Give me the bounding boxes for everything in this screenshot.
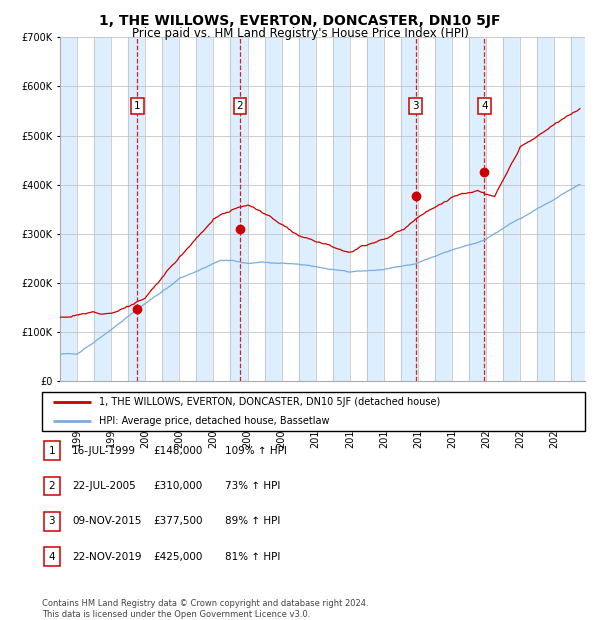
Text: 2002: 2002: [175, 423, 184, 448]
Bar: [537, 37, 554, 381]
Text: 22-JUL-2005: 22-JUL-2005: [72, 481, 136, 491]
Bar: [520, 37, 537, 381]
Text: 73% ↑ HPI: 73% ↑ HPI: [225, 481, 280, 491]
Bar: [503, 37, 520, 381]
Bar: [94, 37, 111, 381]
Bar: [435, 37, 452, 381]
Bar: [469, 37, 486, 381]
Text: 89% ↑ HPI: 89% ↑ HPI: [225, 516, 280, 526]
Text: 3: 3: [49, 516, 55, 526]
Text: Contains HM Land Registry data © Crown copyright and database right 2024.
This d: Contains HM Land Registry data © Crown c…: [42, 600, 368, 619]
Text: 1995: 1995: [55, 406, 65, 431]
Text: 2020: 2020: [481, 423, 491, 448]
Text: 1997: 1997: [89, 406, 99, 431]
Text: 81% ↑ HPI: 81% ↑ HPI: [225, 552, 280, 562]
Bar: [384, 37, 401, 381]
Text: 2024: 2024: [550, 423, 559, 448]
Text: 2012: 2012: [345, 423, 355, 448]
Text: 2018: 2018: [447, 423, 457, 448]
Text: 2004: 2004: [208, 423, 218, 448]
Bar: [77, 37, 94, 381]
Text: 2006: 2006: [242, 423, 253, 448]
Bar: [571, 37, 585, 381]
Bar: [44, 547, 60, 566]
Text: 2013: 2013: [362, 406, 372, 431]
Bar: [230, 37, 247, 381]
Text: 2021: 2021: [498, 406, 508, 431]
Bar: [350, 37, 367, 381]
Bar: [128, 37, 145, 381]
Bar: [316, 37, 333, 381]
Text: 3: 3: [412, 101, 419, 111]
Text: 1: 1: [134, 101, 140, 111]
Text: 2: 2: [236, 101, 243, 111]
Bar: [281, 37, 299, 381]
Text: 2: 2: [49, 481, 55, 491]
Bar: [418, 37, 435, 381]
Text: 1999: 1999: [123, 406, 133, 431]
Text: 1, THE WILLOWS, EVERTON, DONCASTER, DN10 5JF: 1, THE WILLOWS, EVERTON, DONCASTER, DN10…: [99, 14, 501, 28]
Text: 2000: 2000: [140, 423, 150, 448]
Bar: [60, 37, 77, 381]
Text: 2008: 2008: [277, 423, 287, 448]
Text: 16-JUL-1999: 16-JUL-1999: [72, 446, 136, 456]
Bar: [111, 37, 128, 381]
Text: 2019: 2019: [464, 406, 474, 431]
Bar: [554, 37, 571, 381]
Text: 1998: 1998: [106, 423, 116, 448]
Text: £377,500: £377,500: [153, 516, 203, 526]
Text: £310,000: £310,000: [153, 481, 202, 491]
Text: £425,000: £425,000: [153, 552, 202, 562]
Text: 09-NOV-2015: 09-NOV-2015: [72, 516, 142, 526]
Text: 22-NOV-2019: 22-NOV-2019: [72, 552, 142, 562]
Bar: [44, 512, 60, 531]
Bar: [299, 37, 316, 381]
Bar: [452, 37, 469, 381]
Text: 109% ↑ HPI: 109% ↑ HPI: [225, 446, 287, 456]
Text: 1996: 1996: [72, 423, 82, 448]
Text: 1, THE WILLOWS, EVERTON, DONCASTER, DN10 5JF (detached house): 1, THE WILLOWS, EVERTON, DONCASTER, DN10…: [99, 397, 440, 407]
Bar: [333, 37, 350, 381]
Text: 2025: 2025: [566, 406, 577, 431]
Text: HPI: Average price, detached house, Bassetlaw: HPI: Average price, detached house, Bass…: [99, 416, 329, 427]
Bar: [44, 477, 60, 495]
Text: 2016: 2016: [413, 423, 423, 448]
Text: 4: 4: [481, 101, 488, 111]
Text: 2003: 2003: [191, 406, 202, 431]
Text: 2014: 2014: [379, 423, 389, 448]
Bar: [145, 37, 162, 381]
Bar: [162, 37, 179, 381]
Text: 2022: 2022: [515, 423, 525, 448]
Text: 2017: 2017: [430, 406, 440, 431]
Bar: [44, 441, 60, 460]
Text: 2011: 2011: [328, 406, 338, 431]
Text: 1: 1: [49, 446, 55, 456]
Bar: [214, 37, 230, 381]
Text: 2007: 2007: [260, 406, 269, 431]
Bar: [571, 37, 585, 381]
Bar: [486, 37, 503, 381]
Text: 2001: 2001: [157, 406, 167, 431]
Bar: [401, 37, 418, 381]
Text: 2023: 2023: [532, 406, 542, 431]
Text: Price paid vs. HM Land Registry's House Price Index (HPI): Price paid vs. HM Land Registry's House …: [131, 27, 469, 40]
Bar: [367, 37, 384, 381]
Text: 2005: 2005: [226, 406, 235, 431]
Bar: [248, 37, 265, 381]
Text: 2015: 2015: [396, 406, 406, 431]
Bar: [196, 37, 214, 381]
Bar: [265, 37, 281, 381]
Text: 2010: 2010: [311, 423, 320, 448]
Bar: [179, 37, 196, 381]
Text: 4: 4: [49, 552, 55, 562]
Text: £148,000: £148,000: [153, 446, 202, 456]
Text: 2009: 2009: [293, 406, 304, 431]
